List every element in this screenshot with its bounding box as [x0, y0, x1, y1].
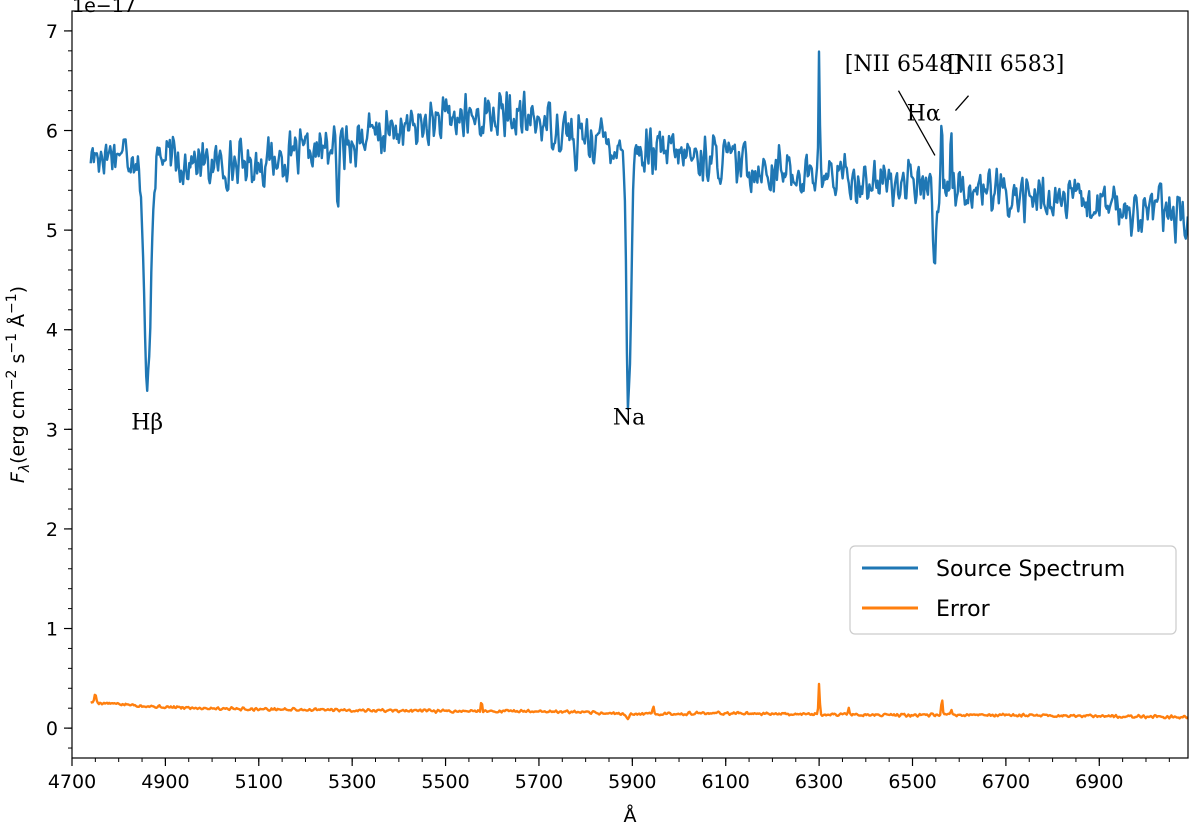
y-tick-label: 7: [46, 21, 58, 43]
y-tick-label: 5: [46, 220, 58, 242]
x-tick-label: 5700: [515, 771, 563, 793]
legend-box: [849, 545, 1177, 635]
annotation-label: [NII 6583]: [948, 52, 1065, 77]
legend: Source Spectrum Error: [849, 545, 1177, 635]
x-tick-label: 6900: [1075, 771, 1123, 793]
x-tick-label: 6500: [888, 771, 936, 793]
y-tick-label: 1: [46, 619, 58, 641]
axes-frame: [71, 10, 1189, 759]
y-axis: 0 1 2 3 4 5 6 7: [46, 21, 72, 749]
y-offset-text: 1e−17: [72, 0, 136, 17]
y-axis-label-part: F: [7, 471, 29, 483]
y-axis-label-part: (erg cm: [7, 390, 29, 464]
annotation-label: Na: [613, 405, 645, 430]
y-tick-label: 6: [46, 121, 58, 143]
annotation-label: [NII 6548]: [845, 52, 962, 77]
annotation-leader-line: [954, 95, 970, 112]
x-tick-label: 4700: [48, 771, 96, 793]
y-axis-label-part: −1: [4, 333, 20, 354]
legend-label: Source Spectrum: [936, 557, 1125, 582]
x-tick-label: 6100: [702, 771, 750, 793]
y-axis-label-part: λ: [17, 464, 33, 473]
x-tick-label: 5500: [421, 771, 469, 793]
series-layer: [89, 50, 1188, 721]
x-tick-label: 5300: [328, 771, 376, 793]
plot-area: Hβ Na [NII 6548][NII 6583] Hα: [71, 10, 1189, 759]
y-tick-label: 4: [46, 320, 58, 342]
y-tick-label: 3: [46, 419, 58, 441]
x-tick-label: 6700: [982, 771, 1030, 793]
x-tick-label: 5100: [235, 771, 283, 793]
x-tick-label: 4900: [141, 771, 189, 793]
legend-label: Error: [936, 597, 991, 622]
x-tick-label: 5900: [608, 771, 656, 793]
x-tick-label: 6300: [795, 771, 843, 793]
y-tick-label: 0: [46, 718, 58, 740]
series-line-0: [89, 50, 1188, 411]
y-axis-label-part: −2: [4, 370, 20, 391]
annotation-leader-line: [897, 90, 936, 156]
y-axis-label-part: −1: [4, 293, 20, 314]
y-tick-label: 2: [46, 519, 58, 541]
x-axis: 4700 4900 5100 5300 5500 5700 5900 6100 6300 6500…: [48, 758, 1170, 793]
y-axis-label: Fλ(erg cm−2 s−1 Å−1): [4, 286, 33, 483]
annotation-layer: Hβ Na [NII 6548][NII 6583] Hα: [131, 52, 1064, 436]
annotation-label: Hβ: [131, 410, 163, 435]
y-axis-label-part: s: [7, 354, 29, 370]
annotation-label: Hα: [907, 102, 941, 127]
series-line-1: [90, 682, 1188, 721]
y-axis-label-part: Å: [6, 314, 29, 333]
x-axis-label: Å: [624, 804, 637, 827]
y-axis-label-part: ): [7, 286, 29, 293]
